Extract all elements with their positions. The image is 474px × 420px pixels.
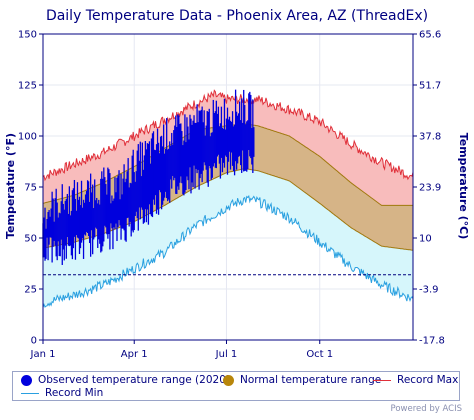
footer-credit: Powered by ACIS bbox=[390, 404, 462, 414]
chart-legend: Observed temperature range (2020) Normal… bbox=[12, 371, 460, 401]
y-axis-label-right: Temperature (°C) bbox=[457, 133, 470, 240]
record-max-line-icon bbox=[373, 379, 391, 381]
y-axis-label-left: Temperature (°F) bbox=[4, 133, 17, 239]
y-tick-label-right: 10 bbox=[419, 234, 432, 245]
legend-label-record-min: Record Min bbox=[45, 387, 104, 399]
legend-item-observed: Observed temperature range (2020) bbox=[21, 374, 230, 386]
x-tick-label: Oct 1 bbox=[306, 349, 333, 360]
y-tick-label-right: -3.9 bbox=[419, 285, 439, 296]
y-tick-label-left: 150 bbox=[18, 30, 37, 41]
y-tick-label-right: 37.8 bbox=[419, 132, 441, 143]
x-tick-label: Apr 1 bbox=[121, 349, 148, 360]
y-tick-label-left: 125 bbox=[18, 81, 37, 92]
legend-item-record-min: Record Min bbox=[21, 387, 103, 399]
legend-label-record-max: Record Max bbox=[397, 374, 459, 386]
legend-label-normal: Normal temperature range bbox=[240, 374, 382, 386]
record-max-line bbox=[42, 89, 414, 182]
x-tick-label: Jul 1 bbox=[215, 349, 238, 360]
record-min-line bbox=[42, 194, 414, 308]
y-tick-label-right: -17.8 bbox=[419, 336, 445, 347]
chart-title: Daily Temperature Data - Phoenix Area, A… bbox=[46, 8, 428, 24]
y-tick-label-right: 23.9 bbox=[419, 183, 441, 194]
legend-label-observed: Observed temperature range (2020) bbox=[38, 374, 230, 386]
y-tick-label-left: 0 bbox=[31, 336, 37, 347]
normal-dot-icon bbox=[223, 374, 234, 386]
y-tick-label-right: 65.6 bbox=[419, 30, 441, 41]
observed-dot-icon bbox=[21, 374, 32, 386]
normal-range-band bbox=[43, 123, 413, 251]
y-tick-label-left: 100 bbox=[18, 132, 37, 143]
record-min-line-icon bbox=[21, 392, 39, 394]
observed-range-bars bbox=[42, 89, 255, 265]
x-tick-label: Jan 1 bbox=[30, 349, 56, 360]
y-tick-label-left: 50 bbox=[24, 234, 37, 245]
legend-item-record-max: Record Max bbox=[373, 374, 458, 386]
y-tick-label-right: 51.7 bbox=[419, 81, 441, 92]
legend-item-normal: Normal temperature range bbox=[223, 374, 381, 386]
y-tick-label-left: 75 bbox=[24, 183, 37, 194]
y-tick-label-left: 25 bbox=[24, 285, 37, 296]
axes: 0 -17.8 25 -3.9 50 10 75 23.9 100 37.8 125 51.7 150 6… bbox=[18, 30, 445, 361]
